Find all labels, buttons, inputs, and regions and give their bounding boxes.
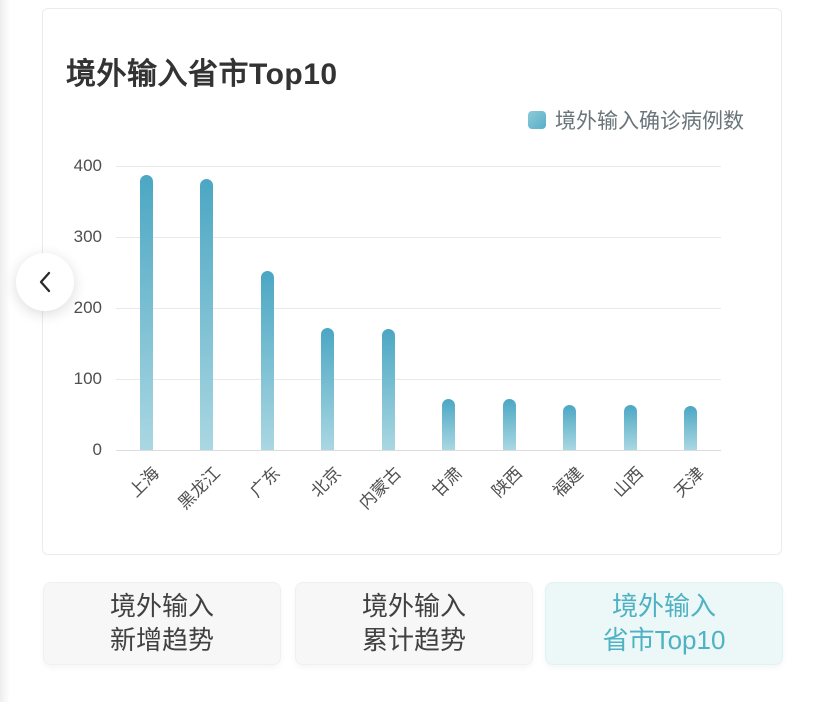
x-axis-tick-label: 黑龙江 — [174, 463, 224, 514]
bar-广东[interactable] — [260, 271, 274, 450]
bar-陕西[interactable] — [502, 398, 516, 450]
gridline — [116, 236, 721, 238]
back-button[interactable] — [16, 253, 74, 311]
gridline — [116, 307, 721, 309]
tab-imported-top10[interactable]: 境外输入 省市Top10 — [545, 582, 783, 665]
x-axis-tick-label: 山西 — [609, 463, 648, 502]
page-edge-shadow — [0, 0, 10, 702]
y-axis-tick-label: 200 — [73, 298, 102, 317]
gridline — [116, 449, 721, 451]
x-axis-tick-label: 广东 — [246, 463, 285, 502]
x-axis-tick-label: 内蒙古 — [355, 463, 406, 514]
tab-label-line2: 新增趋势 — [109, 624, 214, 655]
bar-福建[interactable] — [563, 404, 577, 450]
tab-label-line1: 境外输入 — [361, 591, 466, 622]
y-axis-tick-label: 100 — [73, 369, 102, 388]
legend-item[interactable]: 境外输入确诊病例数 — [528, 105, 744, 135]
bar-山西[interactable] — [623, 404, 637, 450]
gridline — [116, 165, 721, 167]
y-axis-tick-label: 300 — [73, 227, 102, 246]
gridline — [116, 378, 721, 380]
x-axis-tick-label: 陕西 — [488, 463, 527, 502]
bar-甘肃[interactable] — [442, 398, 456, 450]
x-axis-tick-label: 福建 — [549, 463, 587, 502]
bar-内蒙古[interactable] — [381, 329, 395, 450]
x-axis-tick-label: 北京 — [307, 463, 345, 502]
tab-label-line2: 省市Top10 — [602, 624, 726, 655]
x-axis-tick-label: 上海 — [125, 463, 164, 502]
x-axis-tick-label: 天津 — [670, 463, 708, 502]
bar-上海[interactable] — [139, 175, 153, 450]
y-axis-tick-label: 0 — [92, 440, 102, 459]
tab-imported-new-trend[interactable]: 境外输入 新增趋势 — [43, 582, 281, 665]
bar-天津[interactable] — [684, 405, 698, 450]
tab-imported-cumulative-trend[interactable]: 境外输入 累计趋势 — [295, 582, 533, 665]
y-axis-tick-label: 400 — [73, 156, 102, 175]
legend-swatch-icon — [528, 111, 546, 129]
plot-area: 0 100 200 300 400 上海 黑龙江 广东 北京 内蒙古 甘肃 陕西 福建 山西 天津 — [74, 156, 721, 513]
tab-label-line1: 境外输入 — [611, 591, 716, 622]
bar-北京[interactable] — [321, 327, 335, 450]
legend-label: 境外输入确诊病例数 — [555, 110, 744, 133]
tab-label-line2: 累计趋势 — [361, 624, 466, 655]
chart-card: 境外输入省市Top10 境外输入确诊病例数 0 100 200 300 400 上海 黑龙江… — [42, 8, 782, 555]
bar-黑龙江[interactable] — [200, 178, 214, 450]
tab-label-line1: 境外输入 — [109, 591, 214, 622]
chevron-left-icon — [39, 271, 51, 293]
x-axis-tick-label: 甘肃 — [428, 463, 466, 502]
chart-title: 境外输入省市Top10 — [66, 58, 338, 91]
